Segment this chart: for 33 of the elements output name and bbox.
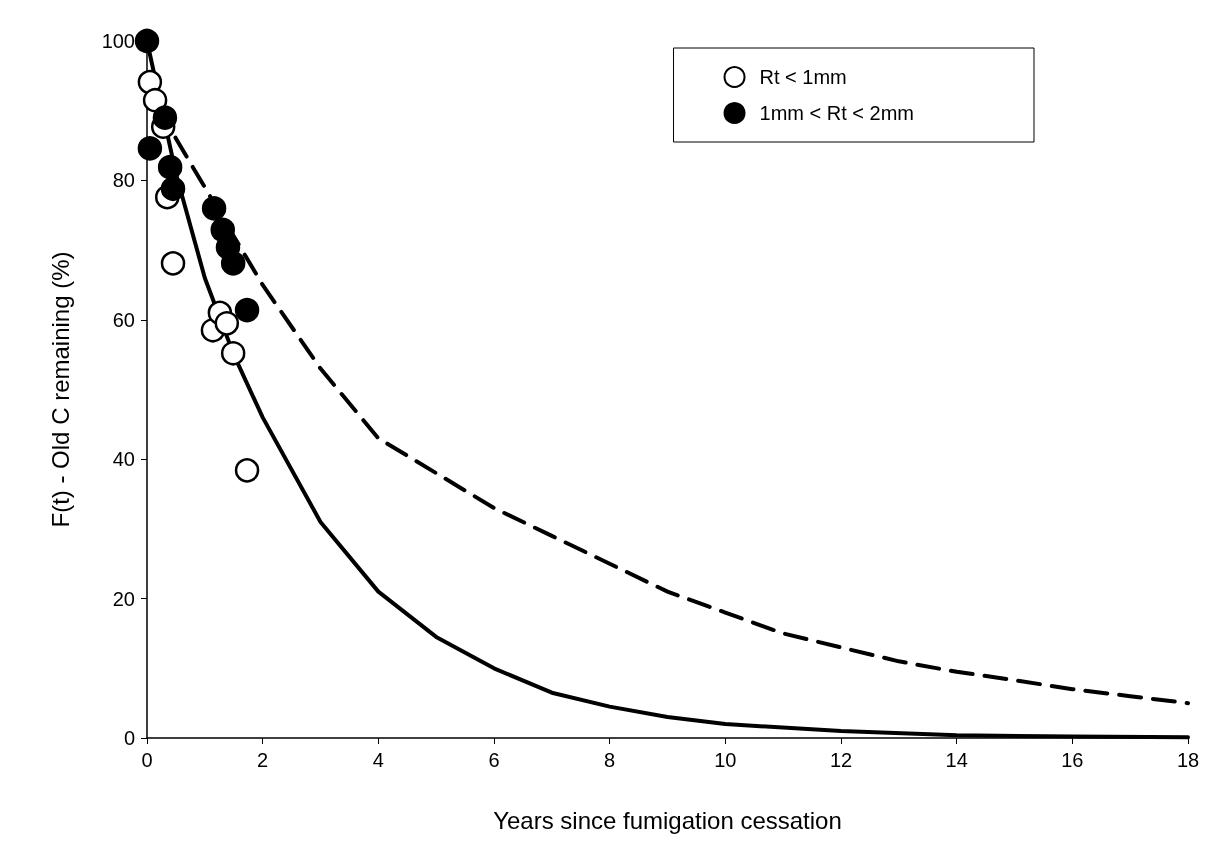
point	[142, 88, 168, 113]
point	[134, 28, 160, 54]
point	[234, 297, 260, 323]
y-tick-label: 80	[112, 169, 135, 192]
point	[152, 105, 178, 130]
point	[160, 251, 186, 276]
point	[220, 251, 246, 276]
x-tick-label: 0	[141, 749, 153, 771]
x-tick-label: 10	[714, 749, 737, 771]
legend-label: Rt < 1mm	[759, 66, 847, 88]
point	[160, 176, 186, 202]
x-tick-label: 18	[1176, 749, 1200, 771]
point	[157, 154, 183, 180]
x-tick-label: 6	[488, 749, 500, 771]
x-tick-label: 16	[1061, 749, 1084, 771]
y-tick-label: 60	[112, 308, 135, 331]
x-tick-label: 14	[945, 749, 968, 771]
y-tick-label: 40	[112, 448, 135, 471]
y-axis-title: F(t) - Old C remaining (%)	[46, 251, 74, 528]
y-tick-label: 0	[123, 727, 135, 749]
point	[214, 311, 240, 336]
y-tick-label: 100	[101, 30, 135, 52]
point	[201, 196, 227, 221]
x-tick-label: 12	[829, 749, 853, 771]
point	[220, 341, 246, 366]
x-tick-label: 8	[604, 749, 616, 771]
x-tick-label: 2	[257, 749, 269, 771]
point	[137, 136, 163, 161]
x-axis-title: Years since fumigation cessation	[493, 806, 842, 834]
legend-label: 1mm < Rt < 2mm	[759, 102, 915, 124]
y-tick-label: 20	[112, 587, 135, 610]
x-tick-label: 4	[372, 749, 384, 771]
point	[234, 458, 260, 483]
